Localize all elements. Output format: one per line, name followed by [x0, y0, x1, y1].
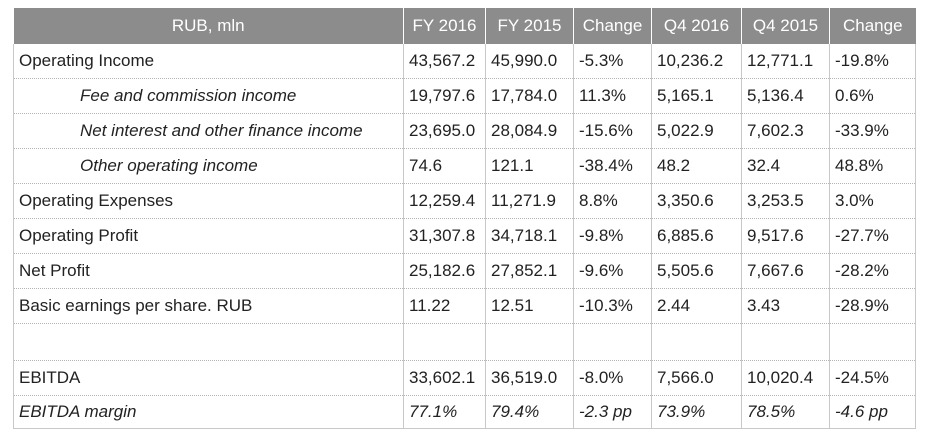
row-label: Operating Income	[13, 44, 404, 79]
table-cell: 5,136.4	[741, 78, 830, 114]
row-label: Fee and commission income	[13, 78, 404, 114]
table-cell: 3,350.6	[651, 183, 742, 219]
table-row: Net interest and other finance income 23,…	[13, 113, 916, 149]
table-row: Operating Expenses 12,259.4 11,271.9 8.8% 3,…	[13, 183, 916, 219]
row-label: EBITDA	[13, 360, 404, 396]
table-cell: 48.2	[651, 148, 742, 184]
table-row: Fee and commission income 19,797.6 17,784.…	[13, 78, 916, 114]
table-cell: -33.9%	[829, 113, 916, 149]
column-header: Change	[573, 8, 652, 44]
table-cell: -10.3%	[573, 288, 652, 324]
table-cell: -15.6%	[573, 113, 652, 149]
table-cell: 3.43	[741, 288, 830, 324]
table-cell: 32.4	[741, 148, 830, 184]
table-cell	[829, 323, 916, 361]
column-header: Change	[829, 8, 916, 44]
table-row: EBITDA 33,602.1 36,519.0 -8.0% 7,566.0 10,020…	[13, 360, 916, 396]
row-label: EBITDA margin	[13, 395, 404, 429]
table-cell: 11.3%	[573, 78, 652, 114]
row-label: Basic earnings per share. RUB	[13, 288, 404, 324]
table-cell: 11,271.9	[485, 183, 574, 219]
table-cell: 5,505.6	[651, 253, 742, 289]
table-cell: -8.0%	[573, 360, 652, 396]
financial-results-table: RUB, mln FY 2016 FY 2015 Change Q4 2016 Q4 20…	[13, 8, 916, 429]
table-cell: 78.5%	[741, 395, 830, 429]
table-cell: 48.8%	[829, 148, 916, 184]
table-cell: 10,020.4	[741, 360, 830, 396]
table-cell: 3.0%	[829, 183, 916, 219]
table-row: Operating Profit 31,307.8 34,718.1 -9.8% 6,8…	[13, 218, 916, 254]
table-cell: -2.3 pp	[573, 395, 652, 429]
table-cell: -4.6 pp	[829, 395, 916, 429]
table-cell: -19.8%	[829, 44, 916, 79]
table-cell	[485, 323, 574, 361]
row-label: Net interest and other finance income	[13, 113, 404, 149]
table-cell: 74.6	[403, 148, 486, 184]
table-cell: 121.1	[485, 148, 574, 184]
column-header: Q4 2015	[741, 8, 830, 44]
table-cell: 8.8%	[573, 183, 652, 219]
column-header: FY 2016	[403, 8, 486, 44]
row-label: Net Profit	[13, 253, 404, 289]
table-cell: -9.8%	[573, 218, 652, 254]
table-row: Net Profit 25,182.6 27,852.1 -9.6% 5,505.6 7,…	[13, 253, 916, 289]
table-cell: 33,602.1	[403, 360, 486, 396]
table-row: Other operating income 74.6 121.1 -38.4% 48.…	[13, 148, 916, 184]
table-cell: 19,797.6	[403, 78, 486, 114]
table-cell: 12,259.4	[403, 183, 486, 219]
table-cell: 10,236.2	[651, 44, 742, 79]
table-cell: -24.5%	[829, 360, 916, 396]
table-row: Operating Income 43,567.2 45,990.0 -5.3% 10,…	[13, 44, 916, 79]
table-cell	[573, 323, 652, 361]
table-cell: -28.9%	[829, 288, 916, 324]
table-cell: 2.44	[651, 288, 742, 324]
table-cell: 6,885.6	[651, 218, 742, 254]
table-cell: 7,566.0	[651, 360, 742, 396]
table-cell: -5.3%	[573, 44, 652, 79]
table-cell: 73.9%	[651, 395, 742, 429]
row-label	[13, 323, 404, 361]
table-cell: 12.51	[485, 288, 574, 324]
table-cell: 77.1%	[403, 395, 486, 429]
column-header: FY 2015	[485, 8, 574, 44]
table-cell: 9,517.6	[741, 218, 830, 254]
table-cell: 5,022.9	[651, 113, 742, 149]
table-cell: 5,165.1	[651, 78, 742, 114]
table-cell	[741, 323, 830, 361]
table-header-row: RUB, mln FY 2016 FY 2015 Change Q4 2016 Q4 20…	[13, 8, 916, 44]
table-cell: 31,307.8	[403, 218, 486, 254]
table-cell: 25,182.6	[403, 253, 486, 289]
table-cell: 23,695.0	[403, 113, 486, 149]
table-body: Operating Income 43,567.2 45,990.0 -5.3% 10,…	[13, 44, 916, 429]
table-cell: 3,253.5	[741, 183, 830, 219]
table-cell: 7,667.6	[741, 253, 830, 289]
table-cell	[403, 323, 486, 361]
table-cell: 27,852.1	[485, 253, 574, 289]
table-cell: 28,084.9	[485, 113, 574, 149]
row-label: Other operating income	[13, 148, 404, 184]
column-header: RUB, mln	[13, 8, 404, 44]
table-cell: -28.2%	[829, 253, 916, 289]
table-cell: 79.4%	[485, 395, 574, 429]
table-cell: -38.4%	[573, 148, 652, 184]
table-cell: 12,771.1	[741, 44, 830, 79]
column-header: Q4 2016	[651, 8, 742, 44]
table-cell: 11.22	[403, 288, 486, 324]
table-cell: -27.7%	[829, 218, 916, 254]
table-row: Basic earnings per share. RUB 11.22 12.51-…	[13, 288, 916, 324]
financial-table-container: RUB, mln FY 2016 FY 2015 Change Q4 2016 Q4 20…	[13, 8, 916, 429]
table-cell	[651, 323, 742, 361]
row-label: Operating Profit	[13, 218, 404, 254]
table-cell: 7,602.3	[741, 113, 830, 149]
table-cell: 34,718.1	[485, 218, 574, 254]
table-cell: 17,784.0	[485, 78, 574, 114]
row-label: Operating Expenses	[13, 183, 404, 219]
table-cell: -9.6%	[573, 253, 652, 289]
table-cell: 43,567.2	[403, 44, 486, 79]
table-cell: 0.6%	[829, 78, 916, 114]
table-row	[13, 323, 916, 361]
table-cell: 36,519.0	[485, 360, 574, 396]
table-row: EBITDA margin 77.1% 79.4% -2.3 pp 73.9% 78.5%…	[13, 395, 916, 429]
table-cell: 45,990.0	[485, 44, 574, 79]
